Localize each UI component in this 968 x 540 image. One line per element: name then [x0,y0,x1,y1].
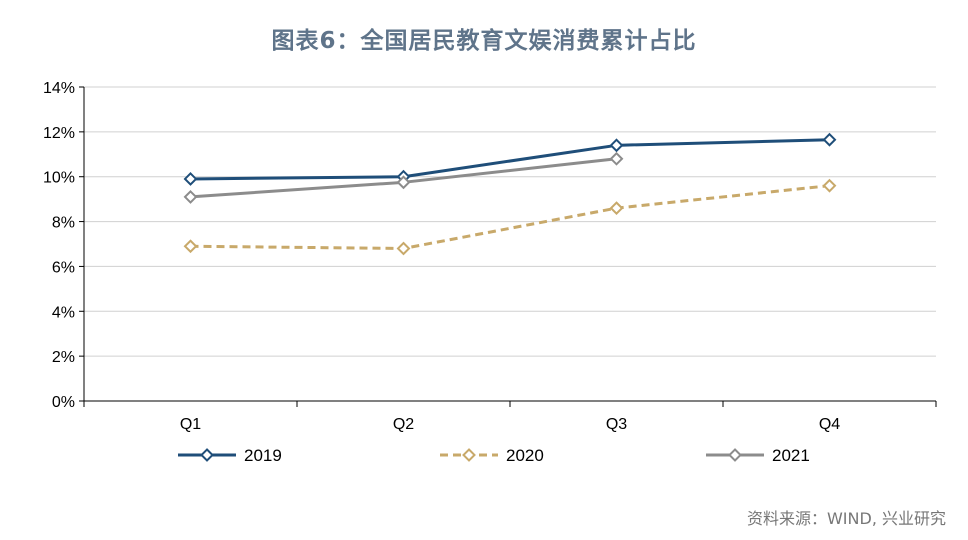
x-tick-label: Q3 [606,416,627,433]
legend-label: 2021 [772,446,810,465]
y-tick-label: 8% [52,215,75,232]
data-point [396,241,411,256]
legend: 2019 2020 2021 [178,446,810,465]
x-axis-ticks: Q1 Q2 Q3 Q4 [83,401,937,433]
chart-title: 图表6：全国居民教育文娱消费累计占比 [271,28,697,54]
data-point [822,178,837,193]
series-2020 [183,178,837,256]
data-point [183,189,198,204]
y-tick-label: 6% [52,259,75,276]
legend-item-2020: 2020 [440,446,544,465]
series-lines [183,132,837,256]
y-axis-ticks: 0% 2% 4% 6% 8% 10% 12% 14% [43,80,84,411]
data-point [609,201,624,216]
data-point [822,132,837,147]
legend-marker [728,448,742,462]
data-point [609,138,624,153]
source-note: 资料来源：WIND, 兴业研究 [746,509,946,528]
legend-item-2019: 2019 [178,446,282,465]
legend-label: 2020 [506,446,544,465]
series-2021 [183,151,624,204]
y-tick-label: 0% [52,394,75,411]
data-point [396,175,411,190]
data-point [183,239,198,254]
legend-item-2021: 2021 [706,446,810,465]
x-tick-label: Q1 [180,416,201,433]
series-line-2020 [190,184,830,250]
legend-marker [462,448,476,462]
y-tick-label: 12% [43,125,75,142]
legend-marker [200,448,214,462]
axes [83,87,936,402]
data-point [183,172,198,186]
data-point [609,151,624,166]
x-tick-label: Q4 [819,416,840,433]
y-tick-label: 14% [43,80,75,97]
gridlines [84,86,936,357]
series-line-2019 [190,138,830,181]
y-tick-label: 10% [43,170,75,187]
x-tick-label: Q2 [393,416,414,433]
y-tick-label: 4% [52,304,75,321]
legend-label: 2019 [244,446,282,465]
y-tick-label: 2% [52,349,75,366]
